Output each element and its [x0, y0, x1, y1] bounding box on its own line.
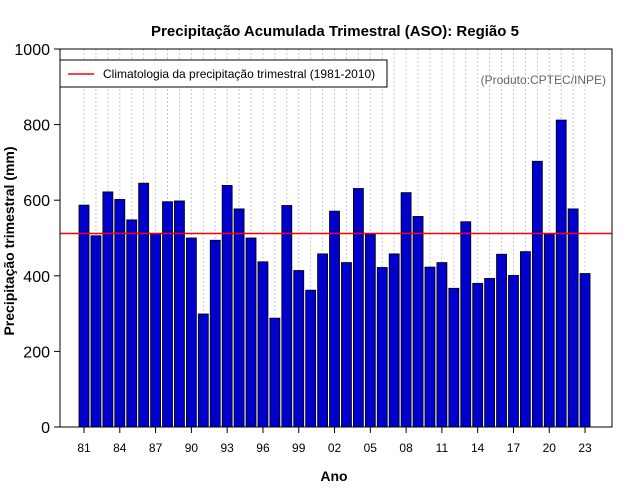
chart-title: Precipitação Acumulada Trimestral (ASO):…: [151, 23, 519, 40]
x-tick-label-90: 90: [185, 441, 199, 455]
legend: Climatologia da precipitação trimestral …: [59, 59, 388, 88]
bar-2006: [376, 267, 388, 428]
x-tick-label-23: 23: [578, 441, 592, 455]
bar-1999: [293, 270, 305, 428]
bar-2017: [508, 275, 519, 428]
bar-2018: [520, 251, 531, 428]
bar-1983: [102, 191, 114, 428]
bars: [78, 119, 591, 428]
y-tick-label-800: 800: [23, 118, 50, 135]
bar-1993: [221, 185, 233, 428]
x-tick-label-14: 14: [471, 441, 485, 455]
x-tick-label-20: 20: [543, 441, 557, 455]
bar-2012: [448, 287, 460, 428]
y-tick-label-400: 400: [23, 269, 50, 286]
bar-1981: [78, 204, 90, 428]
bar-2008: [400, 192, 412, 428]
x-tick-label-02: 02: [328, 441, 342, 455]
bar-1989: [174, 200, 185, 428]
y-tick-label-600: 600: [23, 193, 50, 210]
x-tick-label-81: 81: [77, 441, 91, 455]
bar-2016: [496, 253, 507, 428]
y-axis: 0 200 400 600 800 1000: [14, 42, 60, 437]
bar-2002: [329, 210, 340, 428]
x-axis-title: Ano: [320, 468, 347, 484]
bar-1988: [162, 201, 173, 428]
bar-2005: [364, 233, 376, 428]
bar-1998: [281, 205, 293, 428]
bar-1996: [257, 261, 269, 428]
x-tick-label-96: 96: [256, 441, 270, 455]
bar-2001: [317, 253, 329, 428]
bar-1986: [138, 182, 150, 428]
x-tick-label-08: 08: [399, 441, 413, 455]
bar-2009: [412, 216, 424, 428]
x-tick-label-17: 17: [507, 441, 521, 455]
bar-1987: [150, 233, 161, 428]
bar-1990: [185, 237, 197, 428]
bar-2021: [555, 119, 567, 428]
x-tick-label-87: 87: [149, 441, 163, 455]
y-tick-label-0: 0: [41, 420, 50, 437]
y-tick-label-200: 200: [23, 344, 50, 361]
bar-2014: [472, 282, 484, 428]
bar-2022: [567, 208, 579, 428]
bar-2007: [388, 253, 400, 428]
x-tick-label-93: 93: [220, 441, 234, 455]
bar-2010: [424, 266, 436, 428]
bar-1992: [209, 239, 221, 428]
y-tick-label-1000: 1000: [14, 42, 50, 59]
bar-2013: [460, 221, 472, 428]
bar-2004: [352, 188, 364, 428]
legend-entry: Climatologia da precipitação trimestral …: [103, 67, 375, 81]
plot-area: [59, 48, 613, 428]
bar-2015: [484, 278, 496, 428]
bar-1994: [233, 208, 245, 428]
bar-1997: [269, 317, 281, 428]
product-credit: (Produto:CPTEC/INPE): [481, 73, 606, 87]
x-tick-label-84: 84: [113, 441, 127, 455]
bar-2000: [305, 289, 317, 428]
x-tick-label-99: 99: [292, 441, 306, 455]
bar-2003: [341, 262, 352, 428]
bar-1995: [245, 237, 257, 428]
bar-1982: [90, 235, 102, 428]
x-tick-label-11: 11: [436, 441, 449, 455]
x-tick-label-05: 05: [364, 441, 378, 455]
bar-1991: [197, 313, 209, 428]
x-axis: 81 84 87 90 93 96 99 02 05 08 11 14 17 20 23: [77, 427, 592, 455]
bar-2020: [543, 233, 555, 428]
y-axis-title: Precipitação trimestral (mm): [1, 146, 17, 335]
bar-2011: [436, 262, 448, 428]
bar-2019: [531, 160, 543, 428]
bar-1985: [126, 219, 138, 428]
legend-box: [59, 59, 388, 88]
bar-2023: [579, 273, 591, 428]
